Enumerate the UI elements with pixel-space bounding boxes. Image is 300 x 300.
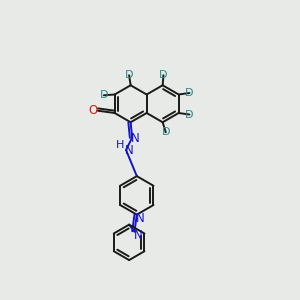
Text: N: N	[131, 132, 140, 145]
Text: D: D	[185, 88, 194, 98]
Text: D: D	[185, 110, 194, 119]
Text: D: D	[100, 90, 108, 100]
Text: N: N	[136, 212, 145, 225]
Text: D: D	[159, 70, 168, 80]
Text: H: H	[116, 140, 124, 150]
Text: D: D	[161, 127, 170, 137]
Text: D: D	[125, 70, 134, 80]
Text: N: N	[125, 144, 134, 157]
Text: N: N	[134, 229, 143, 242]
Text: O: O	[88, 104, 98, 117]
